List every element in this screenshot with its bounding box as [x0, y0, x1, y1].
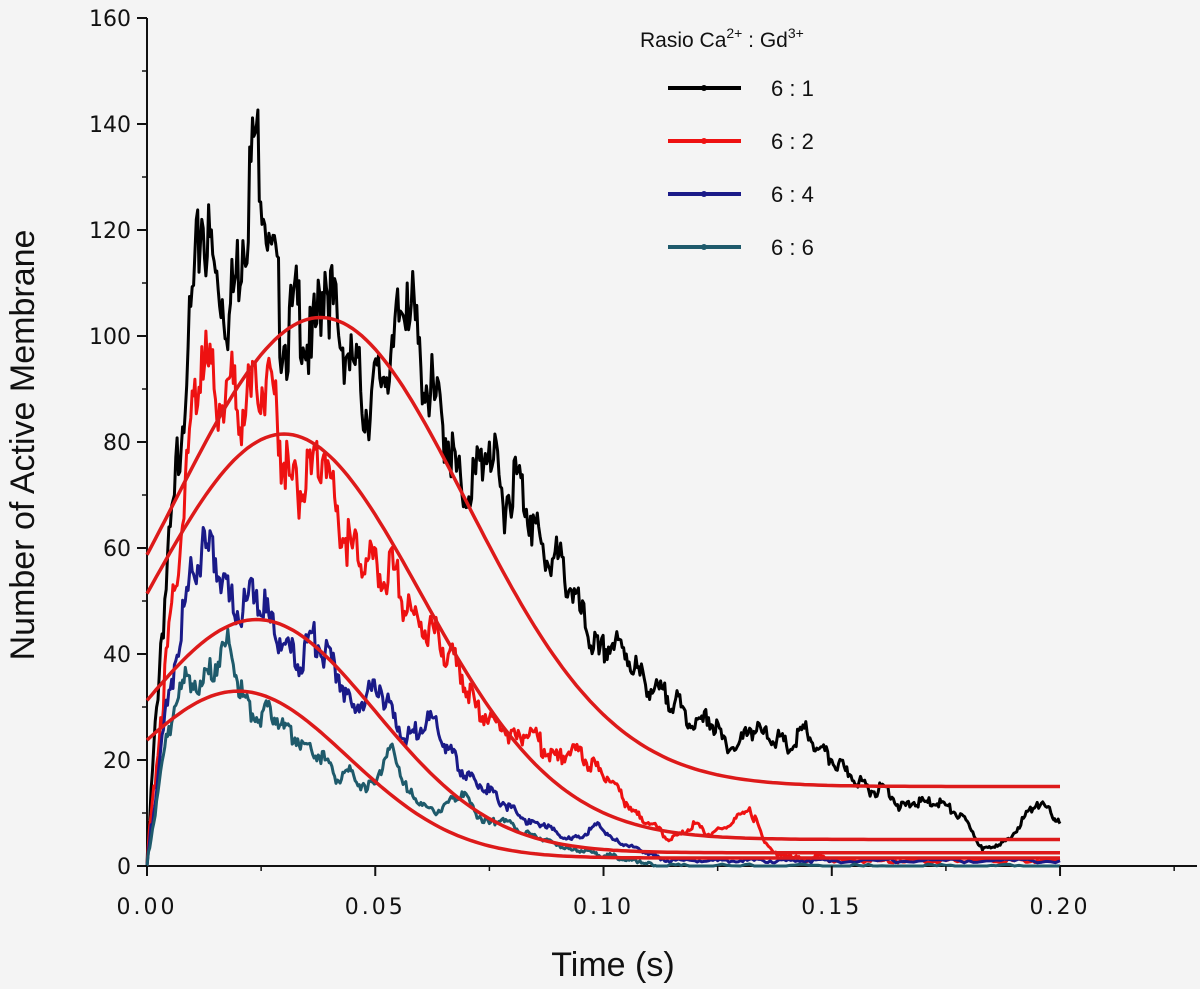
legend: Rasio Ca2+ : Gd3+ 6 : 1 6 : 2 6 : 4 6 : 6: [640, 25, 814, 260]
y-tick-label: 120: [89, 219, 131, 244]
legend-marker: [701, 244, 707, 250]
x-tick-label: 0.20: [1030, 895, 1091, 920]
x-axis-label: Time (s): [551, 946, 674, 984]
y-tick-label: 80: [103, 431, 131, 456]
y-tick-label: 20: [103, 749, 131, 774]
y-tick-label: 140: [89, 113, 131, 138]
y-tick-label: 60: [103, 537, 131, 562]
legend-marker: [701, 85, 707, 91]
legend-label: 6 : 2: [771, 129, 814, 154]
x-tick-label: 0.15: [801, 895, 862, 920]
fit-curve-4: [145, 689, 1060, 860]
legend-label: 6 : 6: [771, 235, 814, 260]
legend-marker: [701, 191, 707, 197]
y-tick-label: 100: [89, 325, 131, 350]
legend-marker: [701, 138, 707, 144]
x-tick-label: 0.00: [117, 895, 178, 920]
legend-title: Rasio Ca2+ : Gd3+: [640, 25, 804, 52]
x-tick-label: 0.05: [345, 895, 406, 920]
fit-curve-2: [145, 432, 1060, 842]
axes: [146, 18, 1197, 867]
fit-curves-layer: [145, 315, 1060, 860]
legend-label: 6 : 4: [771, 182, 814, 207]
legend-items: 6 : 1 6 : 2 6 : 4 6 : 6: [668, 76, 814, 260]
legend-label: 6 : 1: [771, 76, 814, 101]
series-line-3: [145, 526, 1061, 867]
ticks-layer: 0 20 40 60 80 100 120 140 160 0.00 0.05 0.10 0.15 0.2…: [89, 7, 1175, 920]
series-line-4: [145, 627, 1060, 868]
series-layer: [145, 108, 1062, 868]
series-line-1: [145, 108, 1062, 867]
y-axis-label: Number of Active Membrane: [4, 230, 42, 661]
fit-curve-1: [145, 315, 1060, 789]
fit-curve-3: [145, 617, 1060, 855]
y-tick-label: 40: [103, 643, 131, 668]
y-tick-label: 0: [117, 855, 131, 880]
y-tick-label: 160: [89, 7, 131, 32]
x-tick-label: 0.10: [573, 895, 634, 920]
